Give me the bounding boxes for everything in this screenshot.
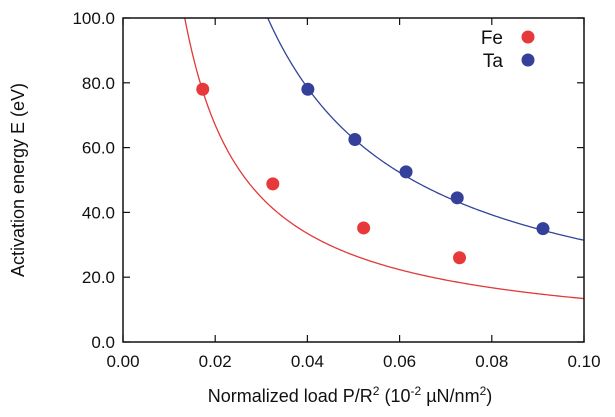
y-tick-label: 60.0: [82, 139, 115, 158]
data-point-ta: [450, 191, 464, 205]
legend-marker-fe: [521, 30, 535, 44]
y-tick-label: 40.0: [82, 203, 115, 222]
x-tick-label: 0.02: [199, 352, 232, 371]
x-axis-title-unit-end: ): [486, 386, 492, 406]
y-tick-label: 80.0: [82, 74, 115, 93]
data-point-ta: [348, 133, 362, 146]
data-point-ta: [301, 82, 315, 96]
x-axis-title-unit-exp: -2: [411, 384, 422, 398]
x-axis-title-unit-open: (10: [379, 386, 410, 406]
fit-curve-fe: [184, 17, 585, 300]
x-tick-label: 0.08: [475, 352, 508, 371]
legend-label-ta: Ta: [483, 51, 504, 72]
data-point-ta: [399, 165, 413, 179]
x-axis-title-main: Normalized load P/R: [208, 386, 373, 406]
data-point-fe: [196, 82, 210, 96]
x-tick-label: 0.00: [106, 352, 139, 371]
y-tick-label: 0.0: [91, 333, 115, 352]
legend-label-fe: Fe: [481, 28, 503, 49]
y-tick-label: 20.0: [82, 268, 115, 287]
x-tick-label: 0.06: [383, 352, 416, 371]
data-points: [196, 82, 550, 265]
fit-curves: [184, 17, 585, 300]
data-point-fe: [266, 177, 280, 191]
legend-marker-ta: [521, 53, 535, 67]
plot-frame: [122, 17, 585, 343]
x-tick-label: 0.04: [291, 352, 324, 371]
data-point-fe: [357, 221, 371, 235]
x-axis-title-unit: µN/nm: [421, 386, 479, 406]
fit-curve-ta: [267, 17, 585, 241]
y-axis-title: Activation energy E (eV): [8, 83, 28, 277]
x-tick-label: 0.10: [567, 352, 600, 371]
x-axis-title-sup: 2: [373, 384, 380, 398]
axis-ticks: 0.00 0.02 0.04 0.06 0.08 0.10 0.0 20.0 40.0 60.0 8…: [72, 9, 600, 371]
x-axis-title: Normalized load P/R2 (10-2 µN/nm2): [208, 384, 493, 406]
y-tick-label: 100.0: [72, 9, 115, 28]
data-point-ta: [536, 222, 550, 236]
data-point-fe: [453, 251, 467, 265]
x-axis-title-unit-sup: 2: [480, 384, 487, 398]
